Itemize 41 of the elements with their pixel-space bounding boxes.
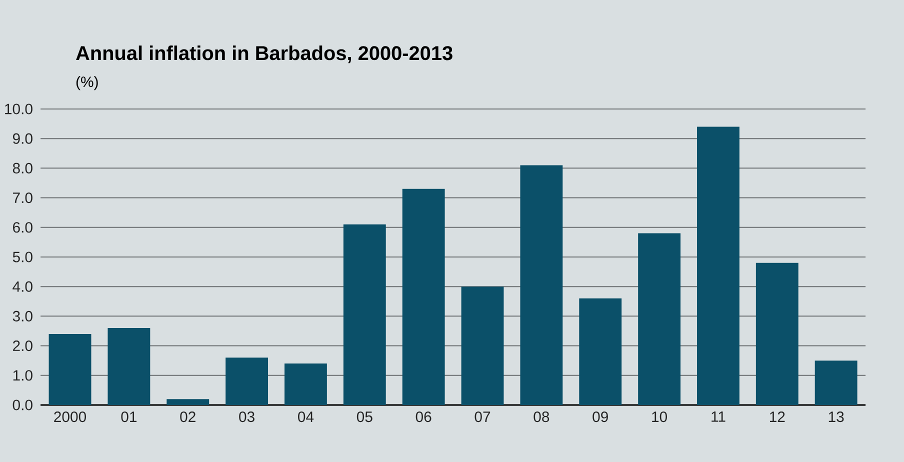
bar [756,262,798,405]
y-tick-label: 4.0 [12,281,32,292]
x-tick-label: 09 [592,412,608,422]
x-tick-label: 11 [712,412,726,422]
x-tick-label: 08 [534,412,550,422]
bar [579,298,622,405]
x-tick-label: 06 [416,412,432,422]
bar [226,358,268,405]
bar [343,224,386,405]
bar [48,334,92,405]
x-tick-label: 01 [121,412,137,422]
bar [814,360,858,405]
bar [520,165,563,405]
x-tick-label: 05 [356,412,372,422]
bar [284,364,327,405]
y-tick-label: 10.0 [5,104,32,114]
bar [402,188,445,405]
chart-subtitle: (%) [76,76,98,90]
x-tick-label: 04 [298,412,314,422]
y-tick-label: 6.0 [13,222,32,233]
y-tick-label: 7.0 [13,192,32,204]
bar [108,328,150,405]
x-tick-label: 03 [239,412,254,422]
bar [638,233,681,405]
y-tick-label: 5.0 [12,252,32,262]
x-tick-label: 12 [770,412,785,422]
x-tick-label: 02 [180,412,196,422]
bar [697,126,740,405]
y-tick-label: 0.0 [12,400,32,410]
x-tick-label: 07 [474,412,490,422]
x-tick-label: 13 [828,412,844,422]
y-tick-label: 3.0 [12,310,32,322]
x-tick-label: 2000 [54,412,86,422]
y-tick-label: 9.0 [12,133,32,144]
x-tick-label: 10 [652,412,668,422]
bar [461,286,504,405]
y-tick-label: 2.0 [13,340,32,352]
chart-title: Annual inflation in Barbados, 2000-2013 [76,46,452,64]
y-tick-label: 1.0 [13,370,32,381]
bar [166,399,210,405]
y-tick-label: 8.0 [12,162,32,174]
